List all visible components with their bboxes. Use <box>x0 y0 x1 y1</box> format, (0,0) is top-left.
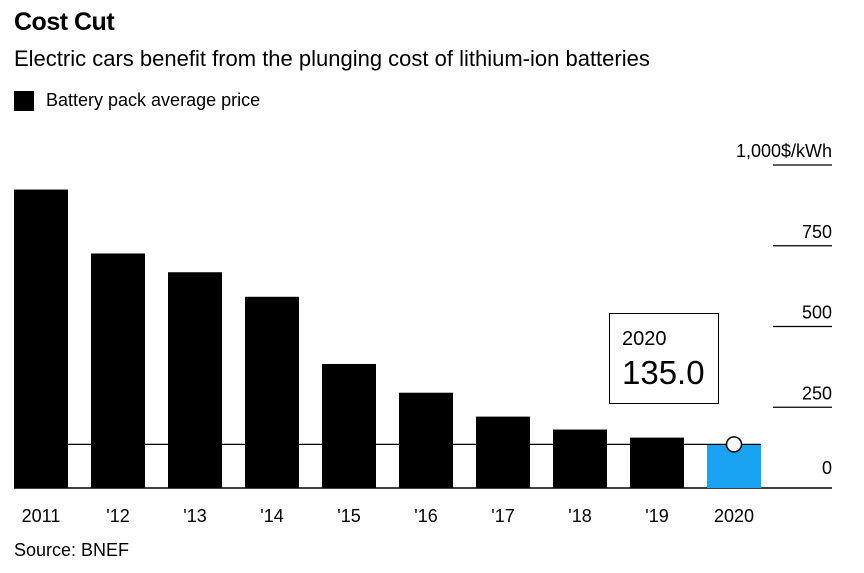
y-tick-label: 750 <box>802 222 832 242</box>
y-tick-label: 250 <box>802 383 832 403</box>
bar <box>553 429 607 488</box>
bar <box>91 253 145 488</box>
bar <box>322 363 376 488</box>
source-note: Source: BNEF <box>14 540 130 560</box>
bar <box>168 272 222 488</box>
x-tick-label: '13 <box>183 506 206 526</box>
x-tick-label: 2020 <box>714 506 754 526</box>
legend-label: Battery pack average price <box>46 90 261 110</box>
legend-swatch <box>14 90 34 111</box>
highlight-marker <box>725 436 743 453</box>
callout-value: 135.0 <box>622 354 705 391</box>
x-tick-label: '19 <box>645 506 668 526</box>
y-tick-label: 500 <box>802 303 832 323</box>
x-tick-label: '17 <box>491 506 514 526</box>
callout-year: 2020 <box>622 328 667 350</box>
bar <box>14 189 68 488</box>
x-tick-label: '18 <box>568 506 591 526</box>
x-tick-label: '12 <box>106 506 129 526</box>
legend: Battery pack average price <box>14 90 260 111</box>
x-tick-label: '16 <box>414 506 437 526</box>
x-tick-label: '14 <box>260 506 283 526</box>
bar <box>399 392 453 488</box>
y-tick-label: 0 <box>822 458 832 478</box>
x-tick-label: '15 <box>337 506 360 526</box>
y-tick-label: 1,000$/kWh <box>736 141 832 161</box>
bar <box>245 296 299 488</box>
chart-subtitle: Electric cars benefit from the plunging … <box>14 46 650 71</box>
callout-box: 2020 135.0 <box>609 313 719 404</box>
chart-title: Cost Cut <box>14 8 115 36</box>
x-tick-label: 2011 <box>22 506 61 526</box>
bar <box>630 437 684 488</box>
bar <box>476 416 530 488</box>
